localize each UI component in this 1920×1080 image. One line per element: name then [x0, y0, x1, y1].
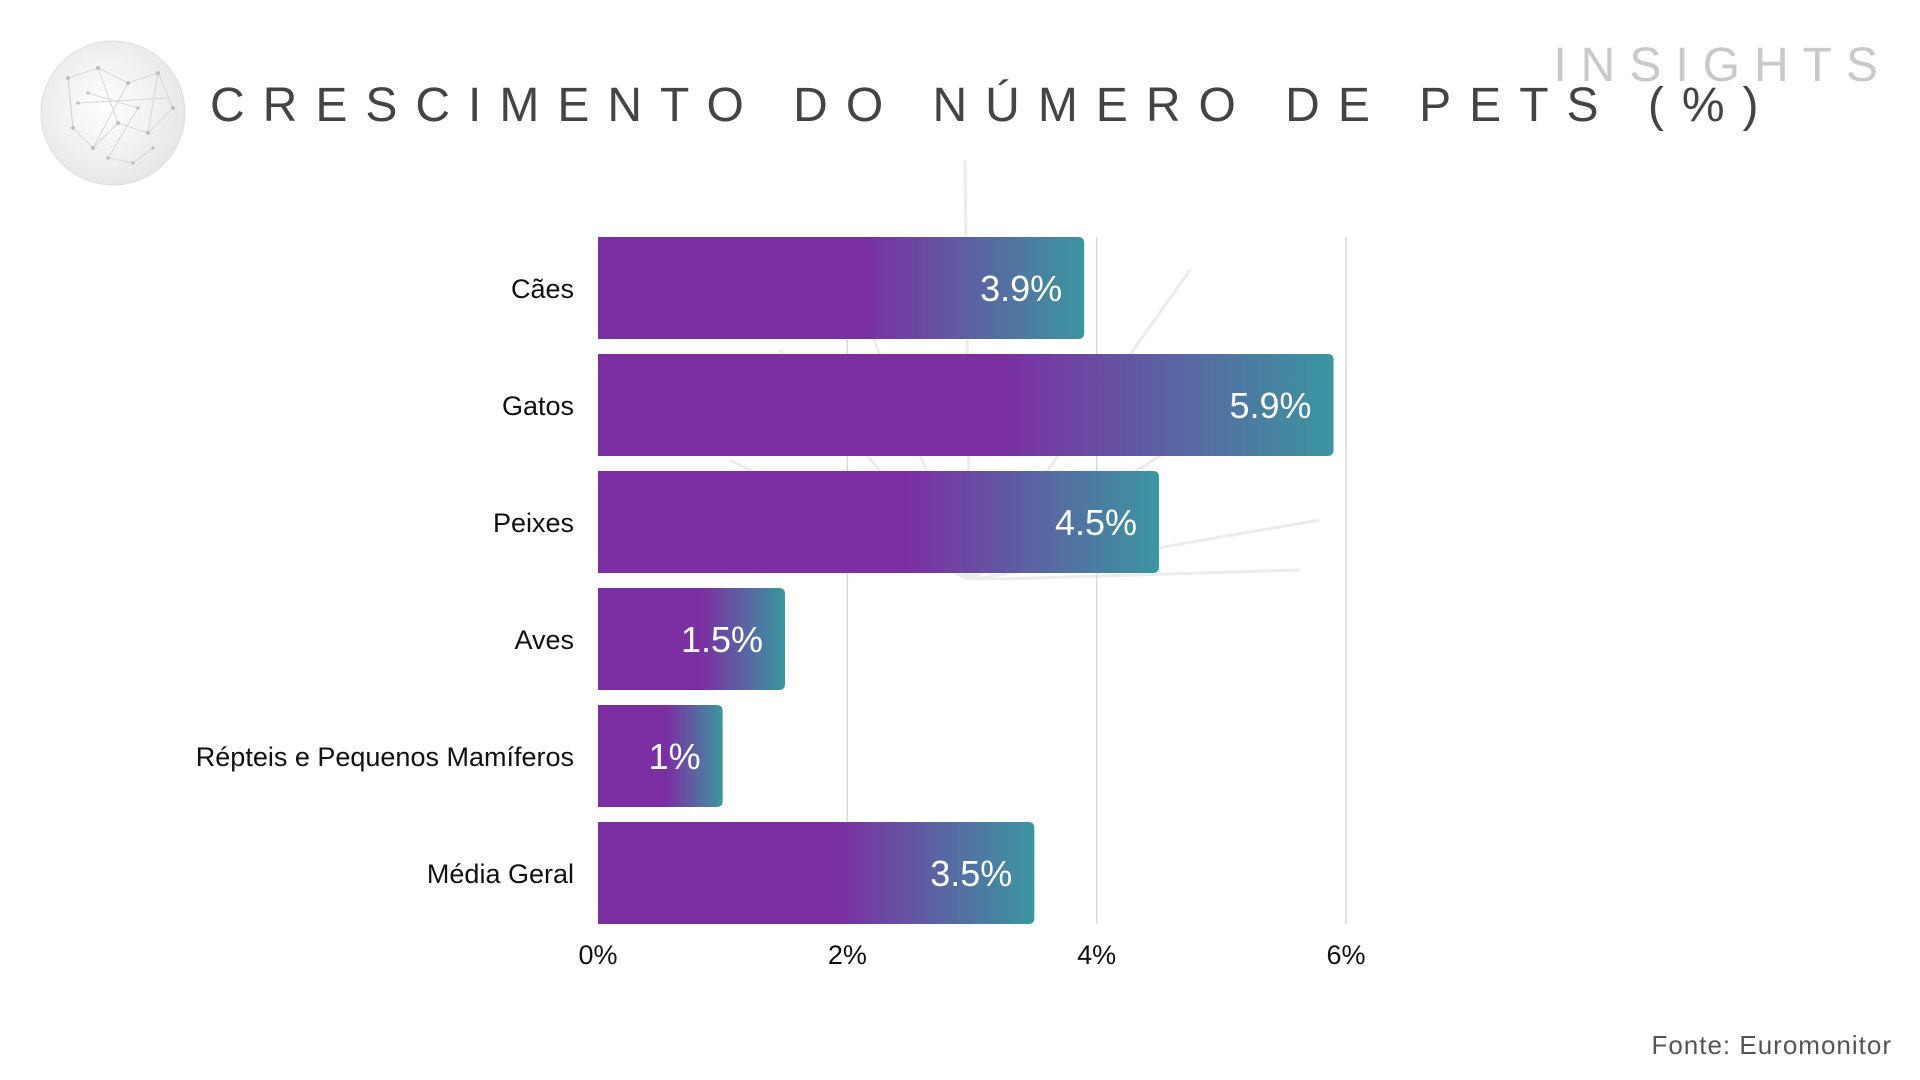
source-note: Fonte: Euromonitor [1651, 1030, 1892, 1060]
bar-value-label: 1% [649, 736, 701, 777]
chart-title: CRESCIMENTO DO NÚMERO DE PETS (%) [210, 79, 1777, 132]
category-labels: Cães Gatos Peixes Aves Répteis e Pequenos Ma… [196, 274, 574, 889]
bar [598, 588, 785, 690]
bar-value-label: 3.5% [930, 853, 1012, 894]
category-label: Peixes [493, 508, 574, 538]
bar-value-label: 4.5% [1055, 502, 1137, 543]
category-label: Aves [514, 625, 574, 655]
x-tick-label: 2% [828, 940, 867, 970]
globe-logo-icon [40, 40, 186, 186]
bar [598, 705, 723, 807]
category-label: Gatos [502, 391, 574, 421]
bar-value-label: 5.9% [1229, 385, 1311, 426]
bar [598, 822, 1035, 924]
x-tick-label: 6% [1326, 940, 1365, 970]
bar-value-label: 1.5% [681, 619, 763, 660]
bar [598, 354, 1334, 456]
brand-wordmark: INSIGHTS [1553, 39, 1892, 92]
gridlines [846, 237, 1347, 924]
x-tick-label: 4% [1077, 940, 1116, 970]
bar [598, 471, 1159, 573]
x-axis-tick-labels: 0% 2% 4% 6% [578, 940, 1365, 970]
category-label: Répteis e Pequenos Mamíferos [196, 742, 574, 772]
bar-value-label: 3.9% [980, 268, 1062, 309]
bars: 3.9% 5.9% 4.5% 1.5% 1% 3.5% [598, 237, 1334, 924]
x-tick-label: 0% [578, 940, 617, 970]
bar [598, 237, 1085, 339]
category-label: Média Geral [427, 859, 574, 889]
category-label: Cães [511, 274, 574, 304]
